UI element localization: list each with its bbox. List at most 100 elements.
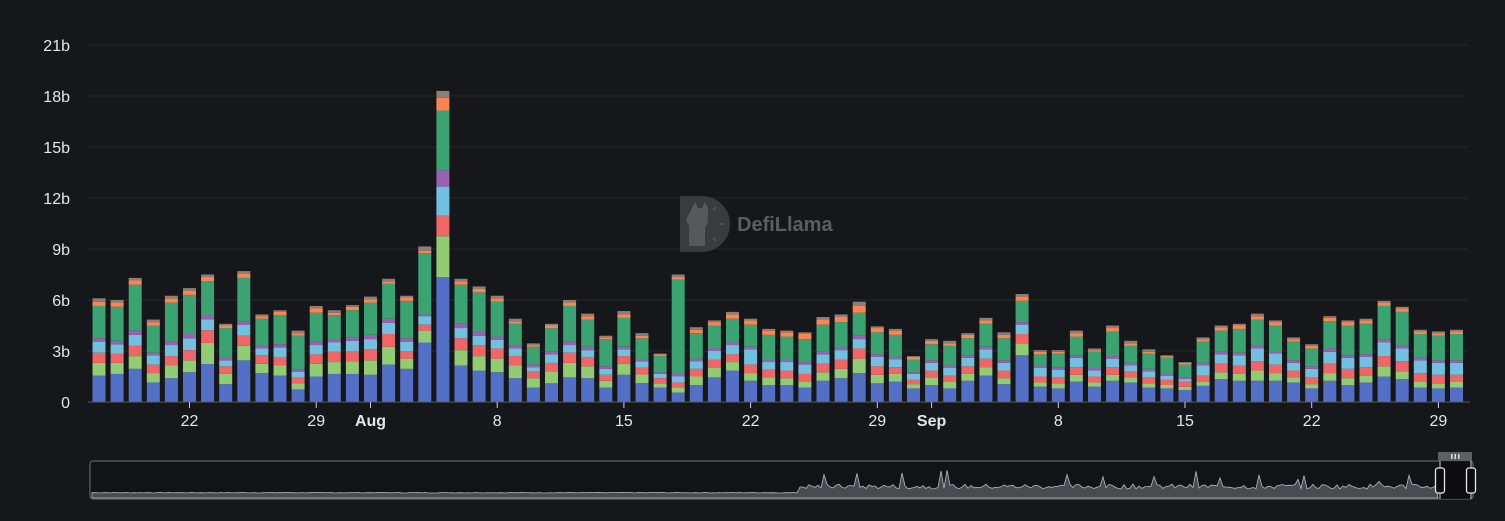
data-zoom-slider[interactable] (89, 452, 1477, 500)
bar-stack[interactable] (255, 314, 269, 402)
bar-segment (1323, 351, 1337, 364)
bar-stack[interactable] (870, 326, 884, 402)
bar-stack[interactable] (545, 323, 558, 402)
bar-segment (1250, 380, 1264, 402)
bar-stack[interactable] (364, 296, 377, 402)
bar-stack[interactable] (1069, 330, 1083, 402)
bar-segment (237, 277, 251, 322)
bar-stack[interactable] (762, 328, 776, 402)
bar-stack[interactable] (1033, 350, 1047, 402)
bar-segment (1196, 362, 1210, 366)
bar-stack[interactable] (183, 288, 196, 402)
bar-segment (219, 384, 233, 402)
bar-stack[interactable] (1124, 340, 1138, 402)
bar-stack[interactable] (888, 328, 902, 402)
bar-segment (961, 333, 975, 335)
bar-stack[interactable] (1051, 350, 1065, 402)
bar-stack[interactable] (472, 286, 486, 402)
bar-stack[interactable] (653, 353, 667, 402)
bar-segment (1450, 374, 1463, 382)
bar-segment (1395, 308, 1409, 312)
bar-stack[interactable] (490, 295, 504, 402)
bar-stack[interactable] (345, 305, 359, 402)
range-start-handle[interactable] (1434, 467, 1446, 494)
bar-stack[interactable] (780, 330, 794, 402)
bar-segment (345, 361, 359, 374)
bar-stack[interactable] (943, 340, 957, 402)
bar-segment (255, 348, 269, 356)
bar-stack[interactable] (237, 271, 251, 402)
bar-segment (110, 373, 124, 402)
bar-stack[interactable] (508, 318, 522, 402)
bar-segment (1142, 349, 1156, 352)
bar-stack[interactable] (309, 305, 323, 402)
bar-stack[interactable] (1269, 320, 1282, 402)
bar-segment (1323, 348, 1337, 352)
bar-segment (472, 370, 486, 402)
bar-stack[interactable] (744, 318, 758, 402)
range-end-handle[interactable] (1465, 467, 1477, 494)
bar-stack[interactable] (291, 330, 305, 402)
bar-stack[interactable] (1377, 300, 1391, 402)
bar-stack[interactable] (146, 319, 160, 402)
bar-stack[interactable] (1305, 344, 1319, 402)
bar-stack[interactable] (1323, 316, 1337, 402)
bar-stack[interactable] (599, 335, 613, 402)
bar-stack[interactable] (1450, 329, 1463, 402)
bar-stack[interactable] (110, 300, 124, 402)
bar-stack[interactable] (1142, 349, 1156, 402)
bar-stack[interactable] (925, 339, 939, 402)
bar-stack[interactable] (1431, 331, 1445, 402)
bar-stack[interactable] (526, 343, 540, 402)
bar-stack[interactable] (1359, 318, 1373, 402)
bar-stack[interactable] (707, 320, 721, 402)
bar-stack[interactable] (1250, 313, 1264, 402)
bar-stack[interactable] (1106, 325, 1120, 403)
bar-stack[interactable] (1088, 348, 1101, 402)
bar-stack[interactable] (1232, 323, 1246, 402)
bar-stack[interactable] (418, 246, 432, 402)
bar-stack[interactable] (1196, 337, 1210, 402)
bar-stack[interactable] (327, 310, 341, 402)
bar-stack[interactable] (219, 323, 233, 402)
bar-stack[interactable] (1160, 355, 1174, 402)
bar-stack[interactable] (128, 277, 142, 402)
bar-stack[interactable] (1341, 320, 1355, 402)
bar-stack[interactable] (798, 332, 812, 402)
bar-stack[interactable] (382, 278, 396, 402)
bar-stack[interactable] (1015, 294, 1029, 402)
bar-stack[interactable] (454, 278, 468, 402)
bar-stack[interactable] (1214, 325, 1228, 403)
bar-stack[interactable] (273, 310, 287, 402)
bar-stack[interactable] (816, 317, 830, 402)
bar-stack[interactable] (581, 313, 595, 402)
bar-stack[interactable] (671, 274, 685, 403)
bar-stack[interactable] (164, 295, 178, 402)
bar-segment (870, 374, 884, 384)
bar-stack[interactable] (1413, 329, 1427, 402)
bar-stack[interactable] (907, 356, 920, 402)
bar-stack[interactable] (834, 314, 848, 402)
bar-stack[interactable] (563, 300, 577, 402)
bar-stack[interactable] (635, 333, 649, 402)
bar-stack[interactable] (1395, 306, 1409, 402)
bar-stack[interactable] (726, 311, 739, 402)
bar-stack[interactable] (852, 301, 866, 402)
bar-stack[interactable] (400, 295, 414, 402)
bar-stack[interactable] (201, 274, 215, 403)
bar-stack[interactable] (997, 332, 1011, 402)
bar-stack[interactable] (1287, 337, 1301, 402)
bar-segment (671, 382, 685, 388)
bar-segment (545, 383, 558, 402)
bar-stack[interactable] (689, 327, 703, 402)
bar-stack[interactable] (961, 333, 975, 402)
bar-stack[interactable] (436, 90, 450, 402)
bar-stack[interactable] (1178, 362, 1192, 402)
bar-segment (617, 374, 631, 402)
bar-segment (1341, 320, 1355, 323)
bar-segment (581, 319, 595, 347)
bar-stack[interactable] (92, 298, 106, 402)
bar-stack[interactable] (617, 311, 631, 402)
bar-segment (1069, 355, 1083, 358)
bar-stack[interactable] (979, 317, 993, 402)
